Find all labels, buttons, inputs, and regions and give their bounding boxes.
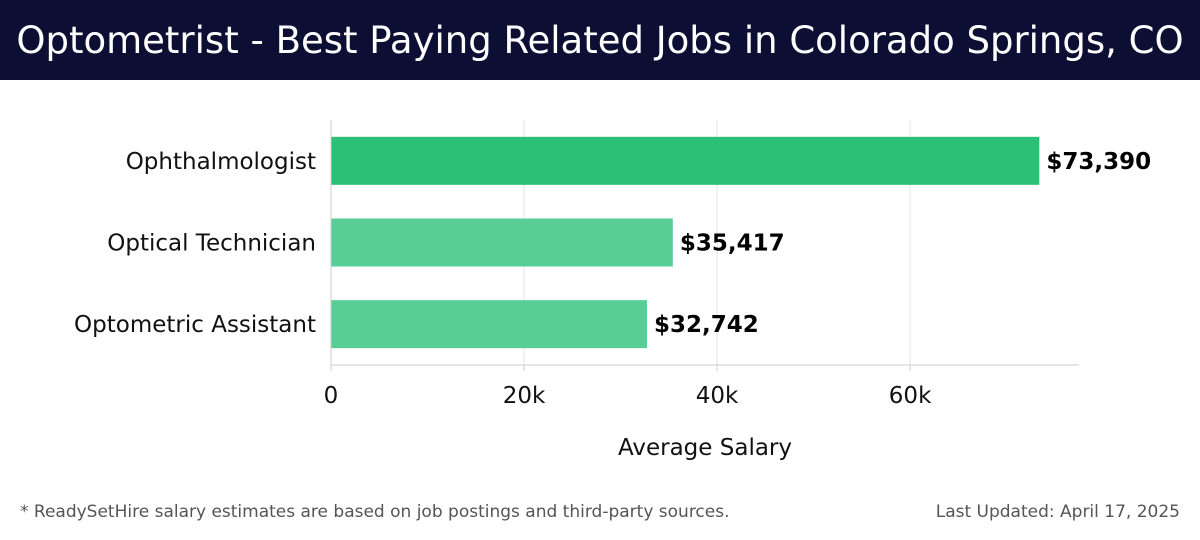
category-label: Optical Technician (107, 231, 316, 257)
category-label: Optometric Assistant (74, 312, 316, 338)
data-label: $73,390 (1046, 149, 1151, 175)
chart-header: Optometrist - Best Paying Related Jobs i… (0, 0, 1200, 80)
x-tick-label: 0 (324, 383, 339, 409)
bar (331, 136, 1040, 185)
footnote: * ReadySetHire salary estimates are base… (20, 502, 730, 522)
x-tick-label: 20k (503, 383, 546, 409)
data-label: $35,417 (680, 231, 785, 257)
chart-title: Optometrist - Best Paying Related Jobs i… (16, 18, 1184, 62)
data-label: $32,742 (654, 312, 759, 338)
bar-chart: Ophthalmologist $73,390 Optical Technician… (74, 120, 1151, 461)
bar (331, 218, 673, 267)
last-updated: Last Updated: April 17, 2025 (935, 502, 1180, 522)
category-label: Ophthalmologist (126, 149, 316, 175)
x-tick-label: 60k (889, 383, 932, 409)
x-tick-label: 40k (696, 383, 739, 409)
x-axis-title: Average Salary (618, 435, 792, 461)
bar (331, 300, 648, 349)
